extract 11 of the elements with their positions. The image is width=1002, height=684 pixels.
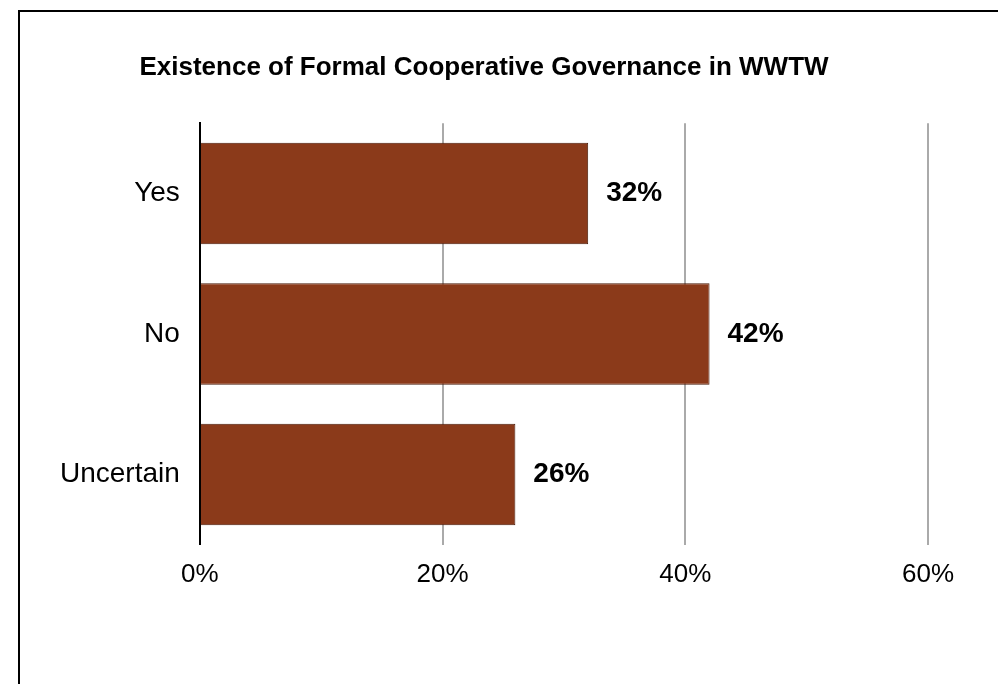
y-tick-label: No: [144, 316, 180, 348]
y-tick-label: Yes: [134, 176, 180, 208]
x-tick-label: 60%: [901, 557, 955, 588]
y-tick-label: Uncertain: [59, 457, 180, 489]
x-tick-label: 20%: [416, 557, 469, 588]
data-label: 42%: [727, 316, 784, 348]
data-label: 26%: [533, 457, 590, 489]
x-tick-label: 40%: [659, 557, 712, 588]
x-tick-label: 0%: [181, 557, 219, 588]
data-label: 32%: [606, 176, 663, 208]
chart-title: Existence of Formal Cooperative Governance in WWTW: [139, 50, 830, 81]
